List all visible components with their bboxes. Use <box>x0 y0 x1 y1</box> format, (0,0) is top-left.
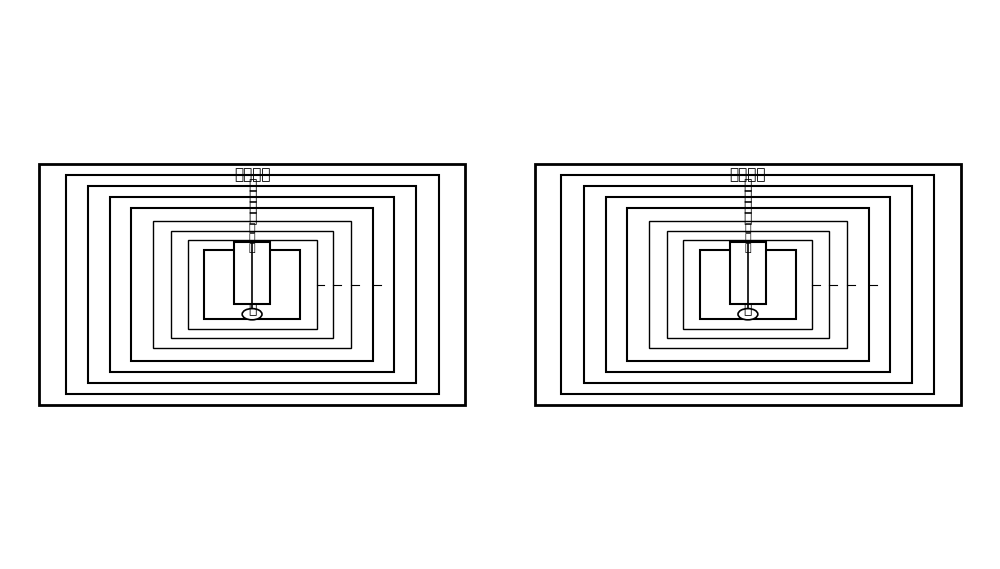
Bar <box>153 221 351 348</box>
Text: 八（套）: 八（套） <box>730 167 766 182</box>
Text: 三: 三 <box>249 224 255 233</box>
Text: 五: 五 <box>248 200 256 214</box>
Bar <box>110 197 394 372</box>
Bar <box>683 240 812 329</box>
Bar <box>39 164 465 405</box>
Bar <box>561 175 934 394</box>
Bar <box>204 250 300 319</box>
Text: 极: 极 <box>744 303 752 316</box>
Text: 七: 七 <box>744 178 752 192</box>
Bar <box>606 197 890 372</box>
Circle shape <box>738 308 758 320</box>
Text: 五: 五 <box>744 200 752 214</box>
Circle shape <box>242 308 262 320</box>
Bar <box>66 175 439 394</box>
Text: 二: 二 <box>249 233 255 244</box>
Bar <box>131 208 373 361</box>
Bar <box>700 250 796 319</box>
Bar <box>171 230 333 339</box>
Bar <box>535 164 961 405</box>
Text: 极: 极 <box>248 303 256 316</box>
Bar <box>627 208 869 361</box>
Bar <box>649 221 847 348</box>
Text: 一: 一 <box>745 243 751 253</box>
Text: 六: 六 <box>744 189 752 203</box>
Text: 八（套）: 八（套） <box>234 167 270 182</box>
Text: 一: 一 <box>249 243 255 253</box>
Bar <box>667 230 829 339</box>
Bar <box>234 242 270 304</box>
Text: 二: 二 <box>745 233 751 244</box>
Bar <box>88 187 416 382</box>
Text: 六: 六 <box>248 189 256 203</box>
Bar <box>584 187 912 382</box>
Bar <box>730 242 766 304</box>
Text: 七: 七 <box>248 178 256 192</box>
Text: 三: 三 <box>745 224 751 233</box>
Text: 四: 四 <box>744 211 752 225</box>
Bar <box>188 240 317 329</box>
Text: 四: 四 <box>248 211 256 225</box>
